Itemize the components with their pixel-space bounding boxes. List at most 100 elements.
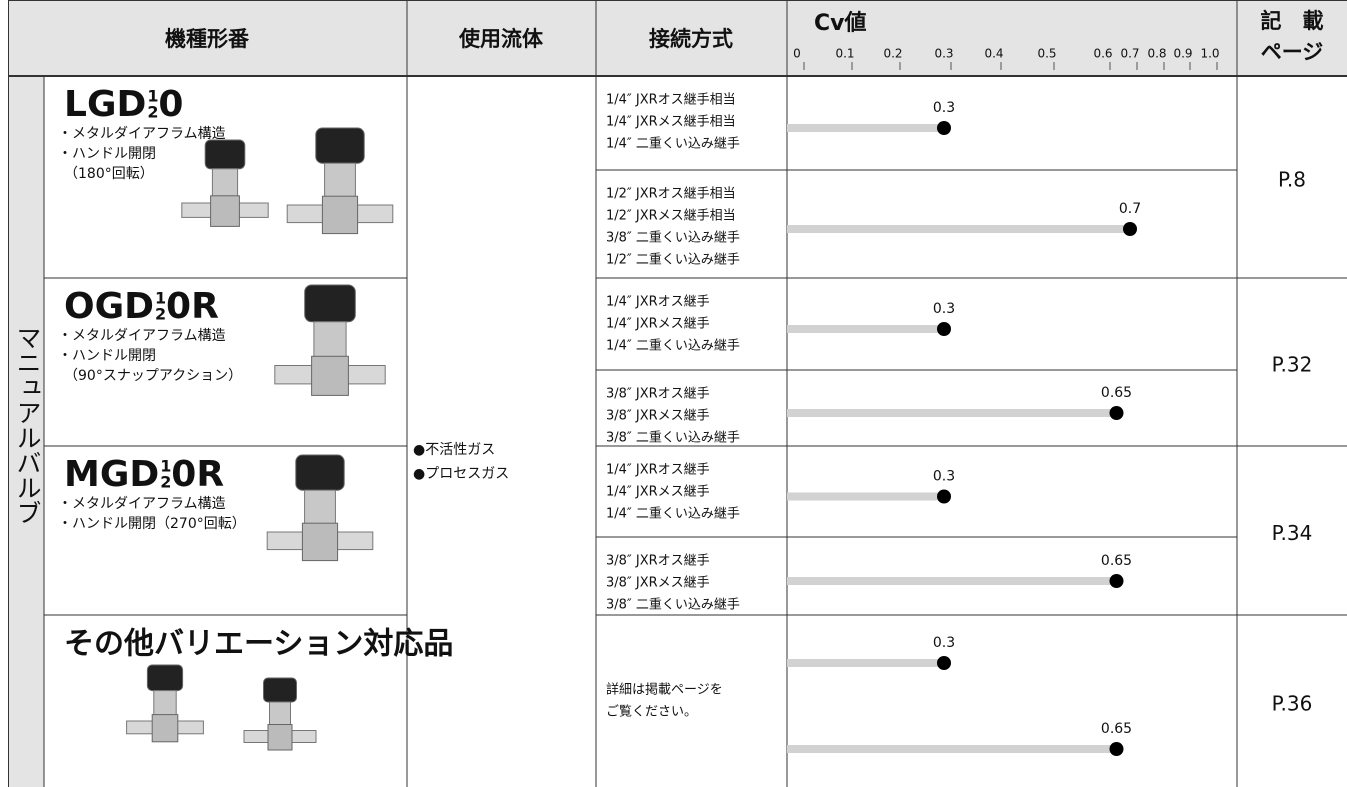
- cv-dot: [1109, 406, 1124, 420]
- connection: 1/2″ 二重くい込み継手: [606, 252, 740, 268]
- cv-bar: [787, 745, 1117, 753]
- connection: 3/8″ JXRオス継手: [606, 387, 710, 402]
- cv-dot: [1109, 742, 1124, 756]
- product-photo: [301, 522, 339, 562]
- connection: 1/4″ 二重くい込み継手: [606, 506, 740, 522]
- connection: 3/8″ 二重くい込み継手: [606, 430, 740, 446]
- cv-label: 0.3: [933, 301, 955, 317]
- category-bg: [8, 76, 44, 787]
- fluid: ●プロセスガス: [413, 466, 509, 482]
- connection: 1/4″ JXRメス継手: [606, 317, 710, 332]
- connection: 3/8″ JXRオス継手: [606, 554, 710, 569]
- cv-label: 0.65: [1101, 553, 1132, 569]
- model-name: 1: [147, 87, 158, 106]
- product-photo: [304, 284, 356, 323]
- axis-tick-label: 0.5: [1037, 47, 1056, 61]
- category: マニュアルバルブ: [13, 325, 42, 525]
- axis-tick-label: 0.2: [883, 47, 902, 61]
- product-photo: [315, 127, 365, 164]
- connection: 1/4″ JXRメス継手相当: [606, 115, 736, 130]
- cv-label: 0.7: [1119, 201, 1141, 217]
- connection: 1/4″ JXRオス継手相当: [606, 93, 736, 108]
- axis-tick-label: 0.6: [1093, 47, 1112, 61]
- model-name: 0: [158, 84, 183, 125]
- feature: ・ハンドル開閉: [58, 348, 156, 364]
- page-ref: P.34: [1272, 521, 1313, 545]
- product-photo: [295, 454, 345, 491]
- cv-label: 0.65: [1101, 385, 1132, 401]
- cv-label: 0.65: [1101, 721, 1132, 737]
- feature: （90°スナップアクション）: [64, 368, 242, 384]
- cv-dot: [937, 322, 951, 336]
- cv-bar: [787, 325, 944, 333]
- feature: ・ハンドル開閉: [58, 146, 156, 162]
- model-name: 1: [160, 457, 171, 476]
- connection: 1/4″ JXRオス継手: [606, 463, 710, 478]
- page-ref: P.32: [1272, 353, 1313, 377]
- connection: 1/4″ 二重くい込み継手: [606, 338, 740, 354]
- cv-label: 0.3: [933, 469, 955, 485]
- cv-bar: [787, 225, 1130, 233]
- header: 接続方式: [649, 27, 733, 51]
- connection: 詳細は掲載ページを: [606, 682, 723, 698]
- axis-tick-label: 0.3: [934, 47, 953, 61]
- cv-dot: [1109, 574, 1124, 588]
- product-photo: [321, 195, 359, 235]
- fluid: ●不活性ガス: [413, 442, 495, 458]
- model-name: 2: [155, 305, 166, 324]
- connection: ご覧ください。: [606, 704, 697, 720]
- connection: 3/8″ 二重くい込み継手: [606, 230, 740, 246]
- product-photo: [151, 714, 179, 743]
- cv-bar: [787, 577, 1117, 585]
- header: 使用流体: [458, 27, 544, 51]
- page-ref: P.36: [1272, 692, 1313, 716]
- axis-tick-label: 0: [793, 47, 801, 61]
- cv-bar: [787, 124, 944, 132]
- header: Cv値: [814, 11, 867, 36]
- connection: 3/8″ 二重くい込み継手: [606, 597, 740, 613]
- model-name: OGD: [64, 286, 154, 327]
- connection: 1/4″ JXRオス継手: [606, 295, 710, 310]
- connection: 3/8″ JXRメス継手: [606, 409, 710, 424]
- cv-dot: [937, 121, 951, 135]
- connection: 1/2″ JXRメス継手相当: [606, 209, 736, 224]
- connection: 1/4″ 二重くい込み継手: [606, 136, 740, 152]
- cv-bar: [787, 659, 944, 667]
- model-name: LGD: [64, 84, 146, 125]
- header-bg: [8, 0, 1347, 76]
- cv-bar: [787, 492, 944, 501]
- model-name: 1: [155, 289, 166, 308]
- cv-label: 0.3: [933, 100, 955, 116]
- model-name: MGD: [64, 454, 159, 495]
- product-photo: [263, 677, 297, 703]
- axis-tick-label: 0.4: [984, 47, 1003, 61]
- product-photo: [204, 139, 246, 170]
- model-name: 0R: [166, 286, 219, 327]
- axis-tick-label: 0.1: [835, 47, 854, 61]
- axis-tick-label: 0.8: [1147, 47, 1166, 61]
- cv-dot: [1123, 222, 1137, 236]
- model-name: その他バリエーション対応品: [64, 627, 453, 662]
- header: 機種形番: [165, 27, 250, 51]
- cv-dot: [937, 489, 951, 504]
- feature: ・メタルダイアフラム構造: [58, 328, 226, 344]
- feature: ・メタルダイアフラム構造: [58, 126, 226, 142]
- product-photo: [311, 355, 349, 396]
- page-ref: P.8: [1278, 168, 1306, 192]
- cv-label: 0.3: [933, 635, 955, 651]
- header: ページ: [1261, 40, 1324, 64]
- product-photo: [146, 664, 184, 692]
- feature: ・メタルダイアフラム構造: [58, 496, 226, 512]
- cv-dot: [937, 656, 951, 670]
- axis-tick-label: 0.9: [1173, 47, 1192, 61]
- product-photo: [210, 195, 240, 227]
- model-name: 2: [147, 103, 158, 122]
- feature: （180°回転）: [64, 166, 154, 182]
- header: 記 載: [1261, 9, 1324, 33]
- axis-tick-label: 1.0: [1200, 47, 1219, 61]
- connection: 1/2″ JXRオス継手相当: [606, 187, 736, 202]
- model-name: 0R: [171, 454, 224, 495]
- cv-bar: [787, 409, 1117, 417]
- connection: 3/8″ JXRメス継手: [606, 576, 710, 591]
